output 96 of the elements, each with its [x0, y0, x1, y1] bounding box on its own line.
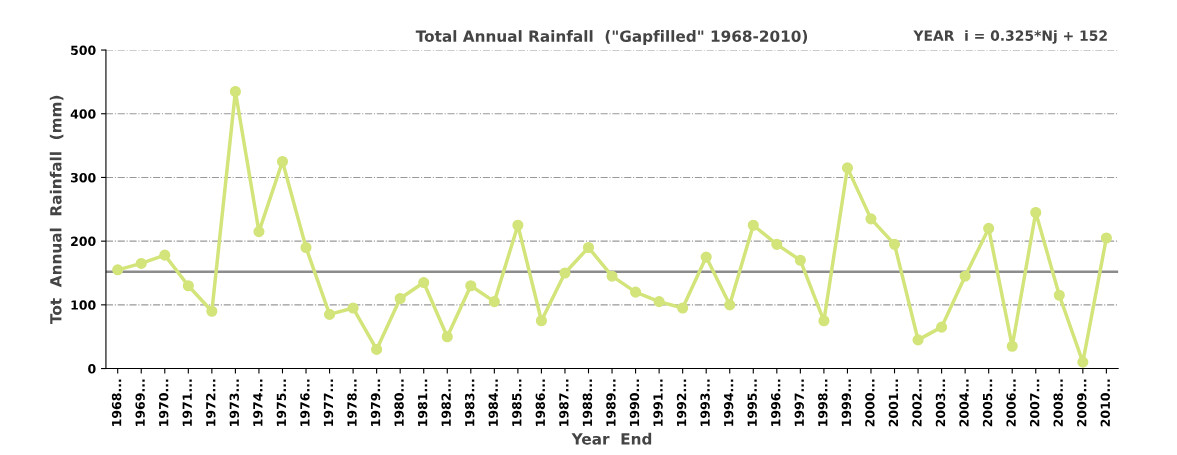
x-tick-label: 1982...: [441, 379, 451, 426]
point: [1030, 206, 1042, 219]
point: [300, 241, 312, 254]
y-tick-label: 100: [71, 300, 96, 310]
point: [582, 241, 595, 254]
x-tick-label: 1983...: [464, 379, 475, 426]
point: [818, 315, 830, 327]
x-tick-label: 1973...: [229, 379, 240, 426]
point: [135, 257, 147, 270]
x-tick-label: 1984...: [488, 379, 498, 426]
x-tick-label: 1978...: [347, 379, 357, 426]
point: [677, 302, 689, 314]
point: [159, 249, 171, 261]
point: [512, 219, 524, 231]
x-tick-label: 1994...: [723, 379, 734, 426]
point: [394, 292, 406, 305]
point: [794, 254, 806, 266]
text: YEAR i = 0.325*Nj + 152: [913, 30, 1107, 44]
x-tick-label: 2004...: [959, 379, 969, 427]
x-tick-label: 1987...: [559, 379, 569, 426]
x-tick-label: 2002...: [912, 379, 922, 427]
point: [182, 280, 194, 292]
point: [983, 222, 995, 234]
x-tick-label: 1975...: [276, 379, 287, 426]
y-tick-label: 200: [71, 236, 96, 247]
x-tick-label: 1998...: [818, 379, 828, 426]
x-tick-label: 1999...: [841, 379, 852, 426]
point: [936, 321, 948, 333]
point: [841, 162, 853, 174]
point: [653, 296, 665, 308]
x-axis-title: Year End: [571, 432, 652, 445]
point: [324, 308, 336, 320]
x-tick-label: 2009...: [1077, 379, 1087, 427]
point: [747, 219, 759, 231]
x-tick-label: 1993...: [700, 379, 710, 426]
point: [888, 238, 901, 250]
x-tick-label: 1981...: [417, 379, 428, 426]
point: [418, 276, 430, 289]
x-tick-label: 1985...: [512, 379, 522, 426]
point: [371, 343, 383, 355]
x-tick-label: 2006...: [1006, 379, 1016, 427]
x-tick-label: 1976...: [300, 379, 310, 426]
x-tick-label: 1979...: [370, 379, 381, 426]
x-tick-label: 1991...: [653, 379, 663, 426]
point: [276, 155, 289, 168]
y-tick-label: 300: [70, 172, 96, 183]
point: [630, 286, 642, 298]
x-tick-label: 1996...: [771, 379, 781, 426]
x-tick-label: 1990...: [629, 379, 640, 426]
point: [865, 213, 877, 225]
point: [912, 334, 924, 346]
point: [771, 238, 783, 250]
x-tick-label: 2008...: [1053, 379, 1063, 427]
x-tick-label: 1989...: [606, 379, 616, 426]
x-tick-label: 1992...: [676, 379, 687, 426]
point: [1100, 232, 1112, 244]
point: [441, 331, 453, 343]
y-tick-label: 400: [70, 109, 96, 119]
x-tick-label: 1974...: [253, 379, 263, 426]
x-tick-label: 1977...: [323, 379, 334, 426]
x-tick-label: 2010...: [1100, 379, 1111, 427]
x-tick-label: 1995...: [747, 379, 757, 426]
x-tick-label: 1986...: [535, 379, 546, 426]
point: [724, 299, 736, 311]
x-tick-label: 2007...: [1029, 379, 1040, 427]
point: [206, 305, 218, 317]
point: [959, 270, 971, 282]
point: [253, 226, 265, 238]
point: [488, 296, 500, 308]
x-tick-label: 2000...: [865, 379, 875, 427]
x-tick-label: 1980...: [394, 379, 404, 426]
y-axis-title: Tot Annual Rainfall (mm): [49, 95, 64, 324]
point: [229, 85, 241, 98]
point: [1006, 340, 1018, 352]
point: [559, 267, 571, 279]
point: [465, 280, 477, 292]
point: [1077, 356, 1089, 368]
x-tick-label: 1970...: [158, 379, 169, 426]
chart-title: Total Annual Rainfall ("Gapfilled" 1968-2010): [415, 30, 808, 45]
x-tick-label: 2003...: [935, 379, 946, 427]
point: [1053, 289, 1065, 301]
x-tick-label: 1972...: [206, 379, 216, 426]
point: [112, 264, 124, 276]
point: [347, 302, 359, 314]
y-tick-label: 500: [71, 45, 96, 55]
x-tick-label: 1971...: [182, 379, 192, 426]
x-tick-label: 2005...: [982, 379, 993, 427]
x-tick-label: 2001...: [888, 379, 899, 427]
x-tick-label: 1997...: [794, 379, 804, 426]
point: [606, 270, 618, 282]
x-tick-label: 1969...: [135, 379, 145, 426]
point: [700, 251, 712, 263]
x-tick-label: 1968...: [111, 379, 122, 426]
y-tick-label: 0: [88, 364, 96, 374]
x-tick-label: 1988...: [582, 379, 593, 426]
point: [535, 315, 547, 327]
